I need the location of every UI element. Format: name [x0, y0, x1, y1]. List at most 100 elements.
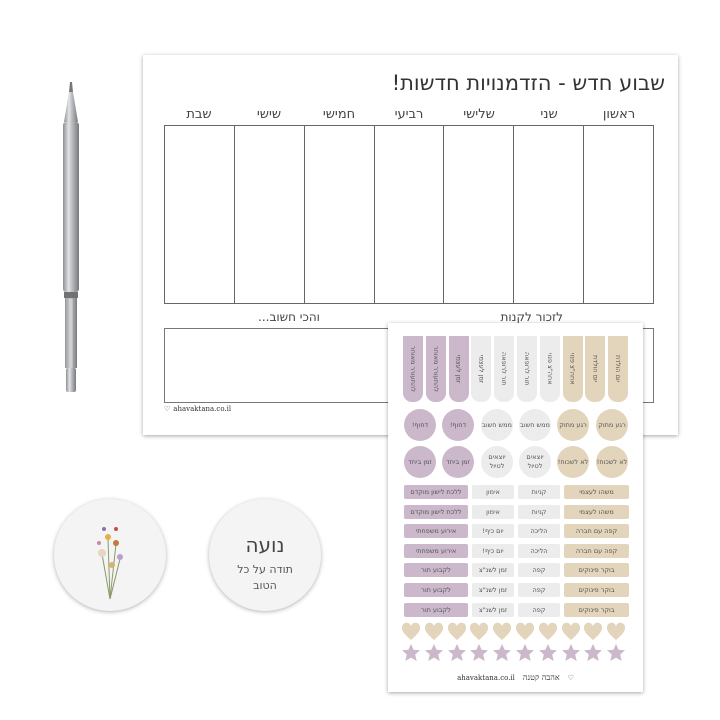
sticker-circle: ממש חשוב: [519, 409, 551, 441]
sticker-tab: להתעורר מאוחר: [403, 336, 423, 402]
day-label: חמישי: [322, 107, 356, 122]
sticker-label-rect: לקבוע תור: [404, 583, 468, 597]
sticker-tab: זמן לעצמי: [448, 336, 469, 402]
sticker-label: להתעורר מאוחר: [409, 346, 417, 392]
sticker-circle: לא לשכוח!: [557, 446, 589, 478]
sticker-label-rect: הליכה: [518, 524, 560, 539]
flower-bouquet-icon: [97, 527, 123, 600]
day-column: [165, 126, 234, 303]
heart-sticker-icon: [538, 622, 557, 640]
star-sticker-icon: [424, 644, 443, 661]
sticker-label-rect: משהו לעצמי: [564, 485, 629, 499]
sticker-label-rect: אימון: [472, 504, 514, 519]
flower-sticker: [54, 499, 166, 611]
sticker-label: זמן לעצמי: [454, 355, 463, 383]
sticker-circle: רגע מתוק: [557, 409, 589, 441]
sticker-label-rect: קניות: [518, 504, 560, 519]
star-sticker-icon: [516, 644, 534, 661]
sticker-label-rect: בוקר פינוקים: [564, 583, 629, 597]
sticker-label-rect: יום כיף!: [472, 524, 514, 539]
sheet-logo: ahavaktana.co.il אהבה קטנה ♡: [388, 673, 643, 682]
heart-sticker-icon: [401, 622, 421, 640]
sticker-label-rect: אירוע משפחתי: [404, 543, 468, 558]
sticker-label: תור לרופאה: [500, 352, 509, 386]
day-label: שלישי: [463, 107, 495, 122]
heart-sticker-icon: [561, 622, 580, 640]
sticker-tab: זמן לעצמי: [471, 336, 492, 402]
heart-sticker-icon: [493, 622, 512, 640]
star-sticker-icon: [584, 644, 603, 661]
day-column: [373, 126, 444, 303]
sticker-label-rect: אירוע משפחתי: [404, 524, 468, 539]
sticker-label-rect: קפה: [518, 583, 560, 597]
sticker-label-rect: ללכת לישון מוקדם: [404, 485, 468, 499]
day-column: [583, 126, 653, 303]
sticker-tab: להתעורר מאוחר: [425, 336, 446, 402]
sticker-label-rect: קפה עם חברה: [564, 524, 629, 539]
sticker-label-rect: בוקר פינוקים: [564, 563, 629, 578]
sticker-label-rect: קפה: [518, 563, 560, 578]
sticker-circle: יוצאים לטיול: [519, 446, 551, 478]
sticker-label-rect: הליכה: [518, 543, 560, 558]
sticker-label-rect: ללכת לישון מוקדם: [404, 504, 468, 519]
heart-outline-icon: ♡: [164, 405, 171, 413]
sticker-circle: לא לשכוח!: [596, 446, 628, 478]
star-sticker-icon: [607, 644, 626, 661]
star-sticker-icon: [402, 644, 420, 661]
sticker-circle: דחוף!: [404, 409, 436, 441]
star-sticker-icon: [493, 644, 512, 661]
sticker-tab: תור לרופאה: [517, 336, 537, 402]
star-sticker-icon: [447, 644, 466, 661]
star-sticker-icon: [538, 644, 557, 661]
planner-logo: ♡ ahavaktana.co.il: [164, 405, 231, 413]
day-column: [443, 126, 513, 303]
heart-sticker-icon: [515, 622, 535, 640]
sticker-label-rect: משהו לעצמי: [564, 504, 629, 519]
sticker-label-rect: זמן לשנ"צ: [472, 583, 514, 597]
sticker-circle: רגע מתוק: [596, 409, 628, 441]
day-label: שישי: [256, 107, 282, 122]
sticker-label-rect: בוקר פינוקים: [564, 602, 629, 617]
sticker-label: אחה"צ פנוי: [568, 353, 577, 385]
sticker-label-rect: לקבוע תור: [404, 563, 468, 578]
website: ahavaktana.co.il: [457, 673, 515, 682]
sticker-tab: יום הולדת: [585, 336, 606, 402]
card-line: תודה על כל: [237, 563, 293, 576]
sticker-label: תור לרופאה: [523, 352, 531, 386]
pen-image: [63, 82, 79, 392]
day-column: [513, 126, 583, 303]
star-sticker-icon: [561, 644, 580, 661]
day-label: שני: [540, 107, 558, 122]
sticker-tab: אחה"צ פנוי: [562, 336, 583, 402]
thank-you-sticker: נועה תודה על כל הטוב: [209, 499, 321, 611]
day-column: [233, 126, 304, 303]
sticker-label-rect: קפה: [518, 602, 560, 617]
sticker-label: זמן לעצמי: [477, 355, 486, 383]
sticker-tab: תור לרופאה: [494, 336, 515, 402]
sticker-tab: אחה"צ פנוי: [539, 336, 560, 402]
shopping-label: לזכור לקנות: [500, 310, 563, 324]
sticker-label-rect: זמן לשנ"צ: [472, 563, 514, 578]
heart-sticker-icon: [424, 622, 443, 640]
heart-sticker-icon: [447, 622, 466, 640]
sticker-circle: זמן ביחד: [442, 446, 474, 478]
heart-outline-icon: ♡: [567, 673, 574, 682]
sticker-label-rect: זמן לשנ"צ: [472, 602, 514, 617]
heart-sticker-icon: [470, 622, 489, 640]
important-label: והכי חשוב...: [258, 310, 320, 324]
sticker-label-rect: לקבוע תור: [404, 602, 468, 617]
brand-name: אהבה קטנה: [522, 673, 560, 682]
sticker-sheet: להתעורר מאוחר להתעורר מאוחר זמן לעצמי זמן ל…: [388, 323, 643, 692]
sticker-label-rect: קניות: [518, 485, 560, 499]
website: ahavaktana.co.il: [173, 405, 232, 413]
sticker-label: להתעורר מאוחר: [431, 346, 440, 392]
sticker-label-rect: אימון: [472, 485, 514, 499]
sticker-circle: זמן ביחד: [404, 446, 436, 478]
card-line: הטוב: [253, 579, 277, 592]
day-column: [303, 126, 374, 303]
card-name: נועה: [245, 533, 285, 557]
star-sticker-icon: [470, 644, 489, 661]
week-grid: [164, 125, 654, 304]
sticker-circle: ממש חשוב: [481, 409, 513, 441]
planner-title: שבוע חדש - הזדמנויות חדשות!: [391, 71, 665, 95]
